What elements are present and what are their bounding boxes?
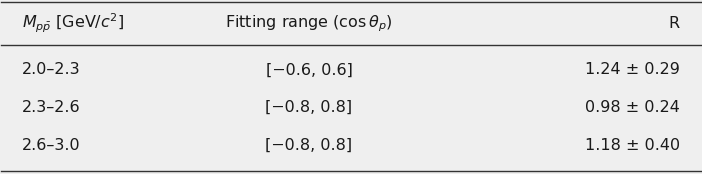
Text: 0.98 ± 0.24: 0.98 ± 0.24 xyxy=(585,100,680,115)
Text: 2.3–2.6: 2.3–2.6 xyxy=(22,100,81,115)
Text: 2.6–3.0: 2.6–3.0 xyxy=(22,138,81,153)
Text: 2.0–2.3: 2.0–2.3 xyxy=(22,62,81,77)
Text: R: R xyxy=(668,16,680,31)
Text: $M_{p\bar{p}}$ [GeV/$c^2$]: $M_{p\bar{p}}$ [GeV/$c^2$] xyxy=(22,12,125,35)
Text: Fitting range ($\cos\theta_p$): Fitting range ($\cos\theta_p$) xyxy=(225,13,393,34)
Text: 1.18 ± 0.40: 1.18 ± 0.40 xyxy=(585,138,680,153)
Text: [−0.8, 0.8]: [−0.8, 0.8] xyxy=(265,138,352,153)
Text: [−0.6, 0.6]: [−0.6, 0.6] xyxy=(265,62,352,77)
Text: 1.24 ± 0.29: 1.24 ± 0.29 xyxy=(585,62,680,77)
Text: [−0.8, 0.8]: [−0.8, 0.8] xyxy=(265,100,352,115)
